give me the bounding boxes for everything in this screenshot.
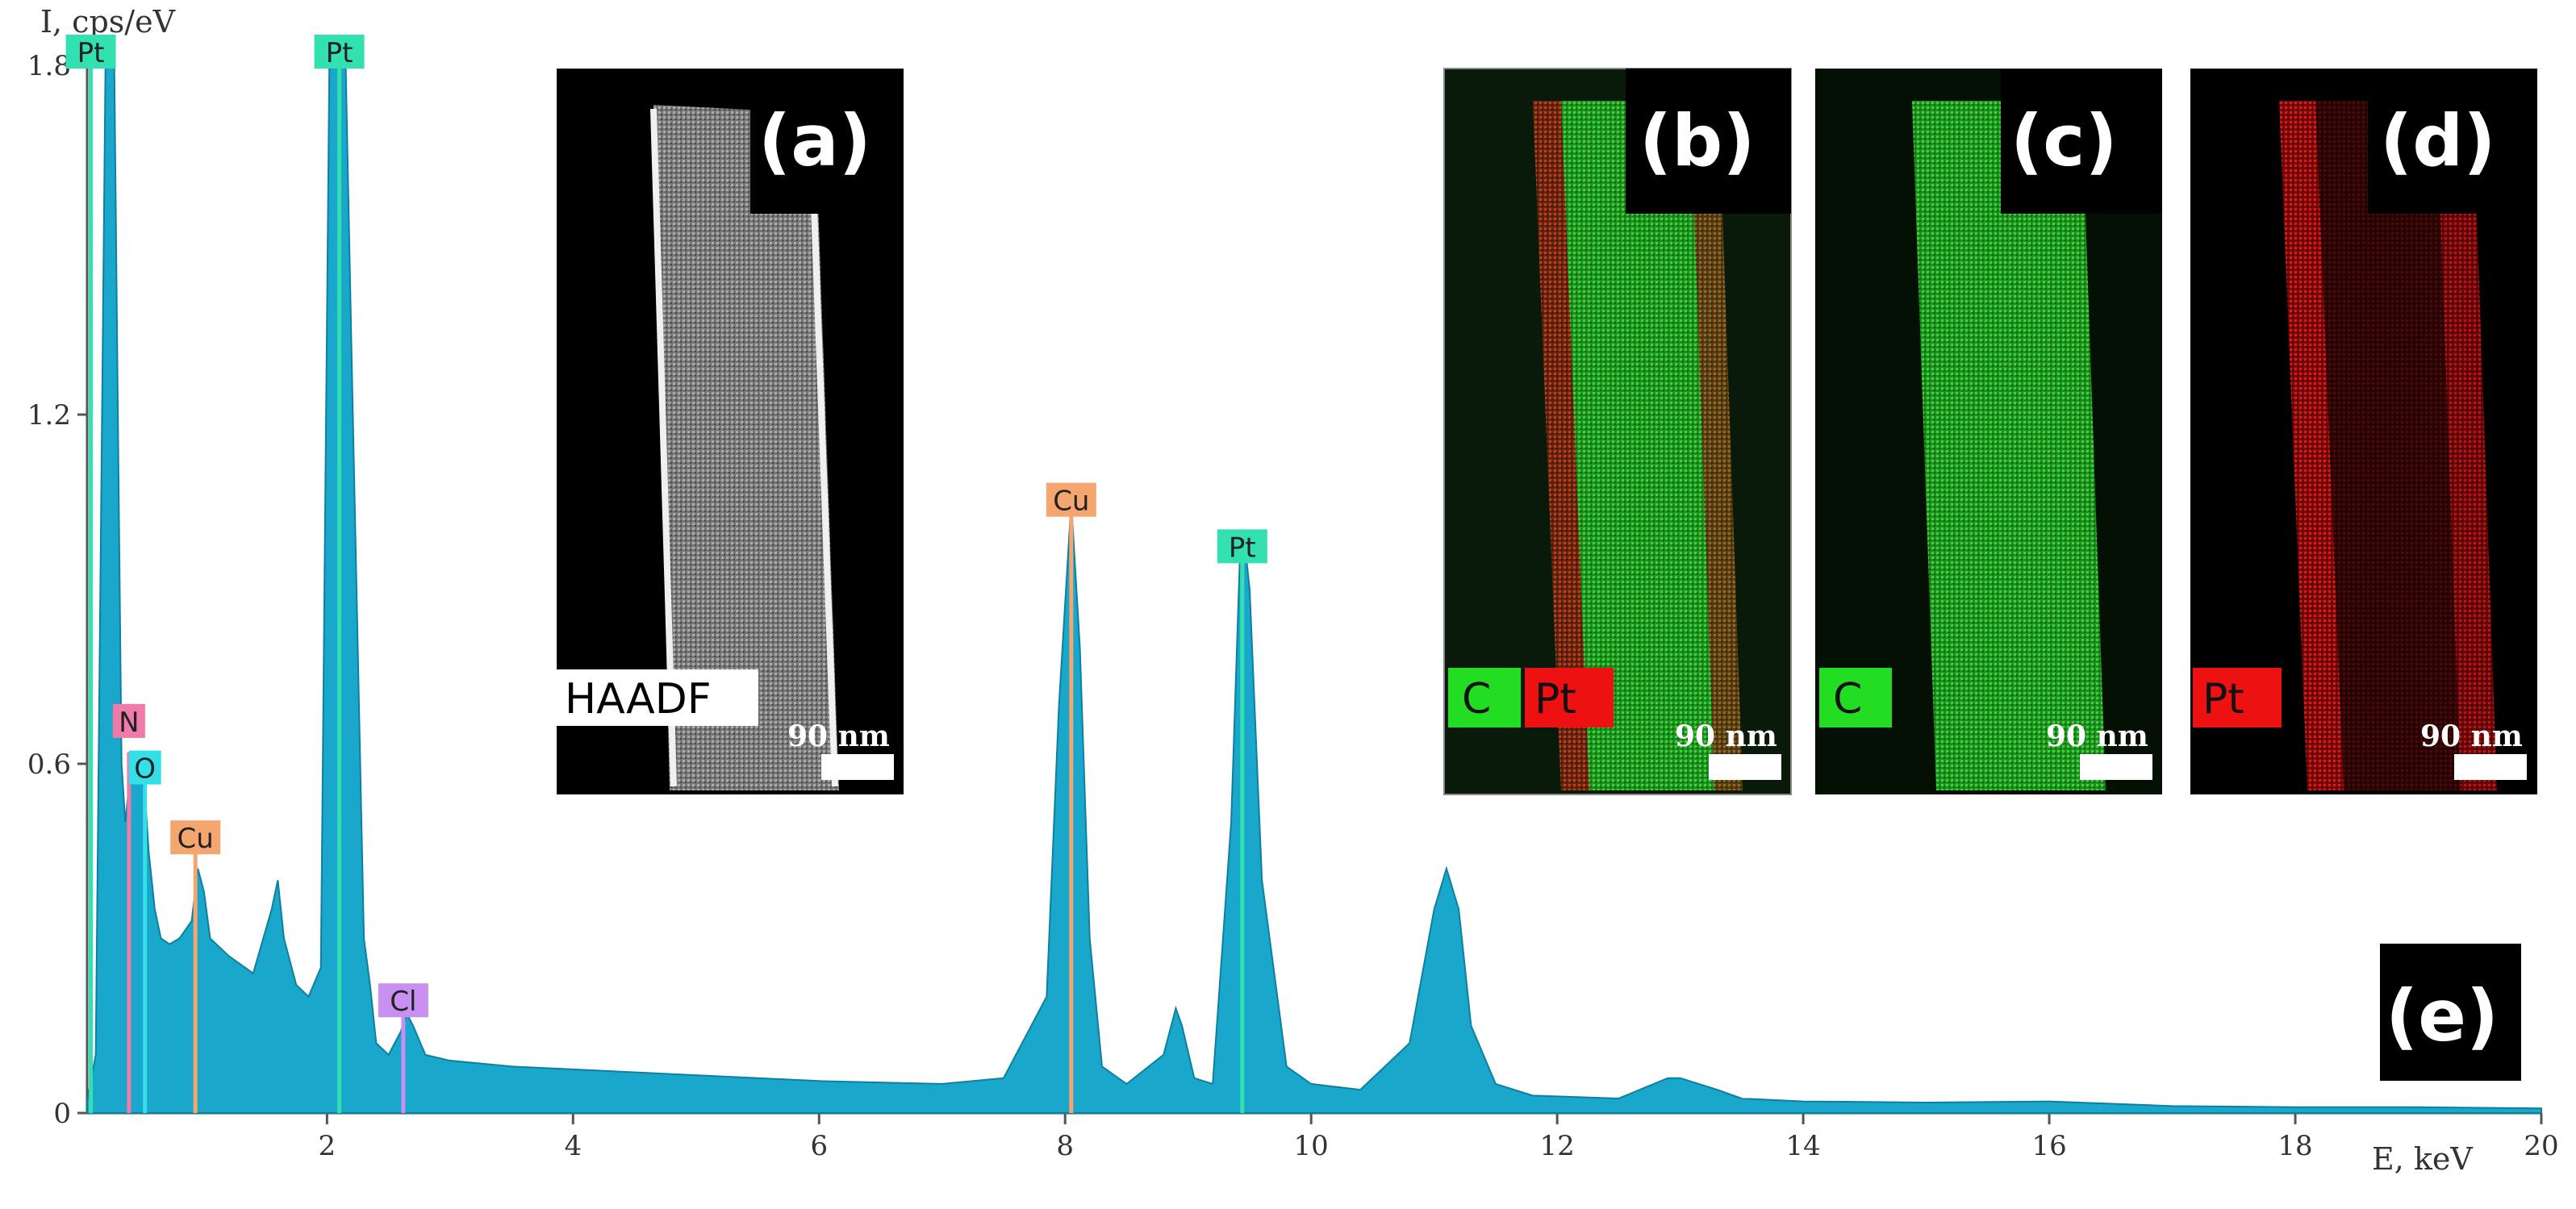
inset-a-scale-text: 90 nm [787, 719, 890, 753]
peak-label-o: O [134, 753, 156, 786]
inset-b-tag-pt: Pt [1534, 675, 1576, 723]
peak-marker-lines [89, 53, 1245, 1113]
peak-marker-labels: Pt Pt NO Cu Cl Cu Pt [65, 35, 1267, 1018]
svg-text:(e): (e) [2386, 974, 2499, 1057]
inset-b-scale-bar [1709, 754, 1781, 780]
inset-c-tag-c: C [1833, 675, 1862, 723]
x-axis-label: E, keV [2372, 1141, 2473, 1177]
inset-b-tag-c: C [1462, 675, 1491, 723]
peak-label-cu: Cu [177, 823, 214, 855]
panel-e-label: (e) [2380, 944, 2521, 1081]
peak-label-cl: Cl [390, 986, 416, 1018]
x-tick-label: 12 [1540, 1130, 1575, 1162]
inset-c-scale-text: 90 nm [2046, 719, 2148, 753]
x-tick-label: 6 [810, 1130, 828, 1162]
inset-b-label: (b) [1639, 99, 1755, 182]
y-tick-label: 0 [53, 1098, 71, 1130]
inset-a-haadf: (a) HAADF 90 nm [557, 69, 904, 794]
x-tick-label: 16 [2031, 1130, 2066, 1162]
inset-d-scale-bar [2454, 754, 2527, 780]
y-ticks: 0 0.6 1.2 1.8 [27, 50, 87, 1130]
peak-label-bg [378, 983, 428, 1018]
x-tick-label: 20 [2524, 1130, 2558, 1162]
peak-label-bg [112, 703, 145, 738]
peak-label-bg [128, 750, 161, 785]
x-tick-label: 4 [564, 1130, 582, 1162]
peak-label-bg [170, 820, 221, 855]
inset-d-scale-text: 90 nm [2420, 719, 2523, 753]
peak-label-pt: Pt [1229, 532, 1256, 564]
peak-label-pt: Pt [326, 37, 353, 69]
inset-c-carbon: (c) C 90 nm [1815, 69, 2162, 794]
inset-b-overlay: (b) C Pt 90 nm [1443, 68, 1792, 795]
y-tick-label: 0.6 [27, 748, 71, 781]
peak-label-bg [65, 35, 116, 69]
y-axis-label: I, cps/eV [40, 4, 176, 40]
spectrum-area [86, 52, 2542, 1114]
haadf-tag: HAADF [565, 675, 712, 723]
x-ticks: 2 4 6 8 10 12 14 16 18 20 [319, 1113, 2559, 1162]
inset-d-label: (d) [2380, 99, 2495, 182]
x-tick-label: 14 [1785, 1130, 1820, 1162]
x-tick-label: 18 [2277, 1130, 2312, 1162]
peak-label-pt: Pt [77, 37, 105, 69]
peak-label-n: N [119, 707, 139, 739]
x-tick-label: 2 [319, 1130, 336, 1162]
inset-d-platinum: (d) Pt 90 nm [2190, 69, 2537, 794]
spectrum-series [86, 52, 2542, 1114]
peak-label-bg [314, 35, 365, 69]
peak-label-cu: Cu [1053, 486, 1089, 518]
inset-b-scale-text: 90 nm [1675, 719, 1777, 753]
peak-label-bg [1046, 482, 1096, 517]
haadf-sample-strip [653, 105, 839, 790]
inset-c-label: (c) [2010, 99, 2118, 182]
inset-d-tag-pt: Pt [2202, 675, 2244, 723]
inset-c-scale-bar [2080, 754, 2152, 780]
y-tick-label: 1.8 [27, 50, 71, 82]
x-tick-label: 8 [1056, 1130, 1074, 1162]
peak-label-bg [1217, 529, 1267, 564]
inset-a-label: (a) [758, 99, 871, 182]
x-tick-label: 10 [1294, 1130, 1329, 1162]
inset-a-scale-bar [821, 754, 894, 780]
y-tick-label: 1.2 [27, 399, 71, 431]
